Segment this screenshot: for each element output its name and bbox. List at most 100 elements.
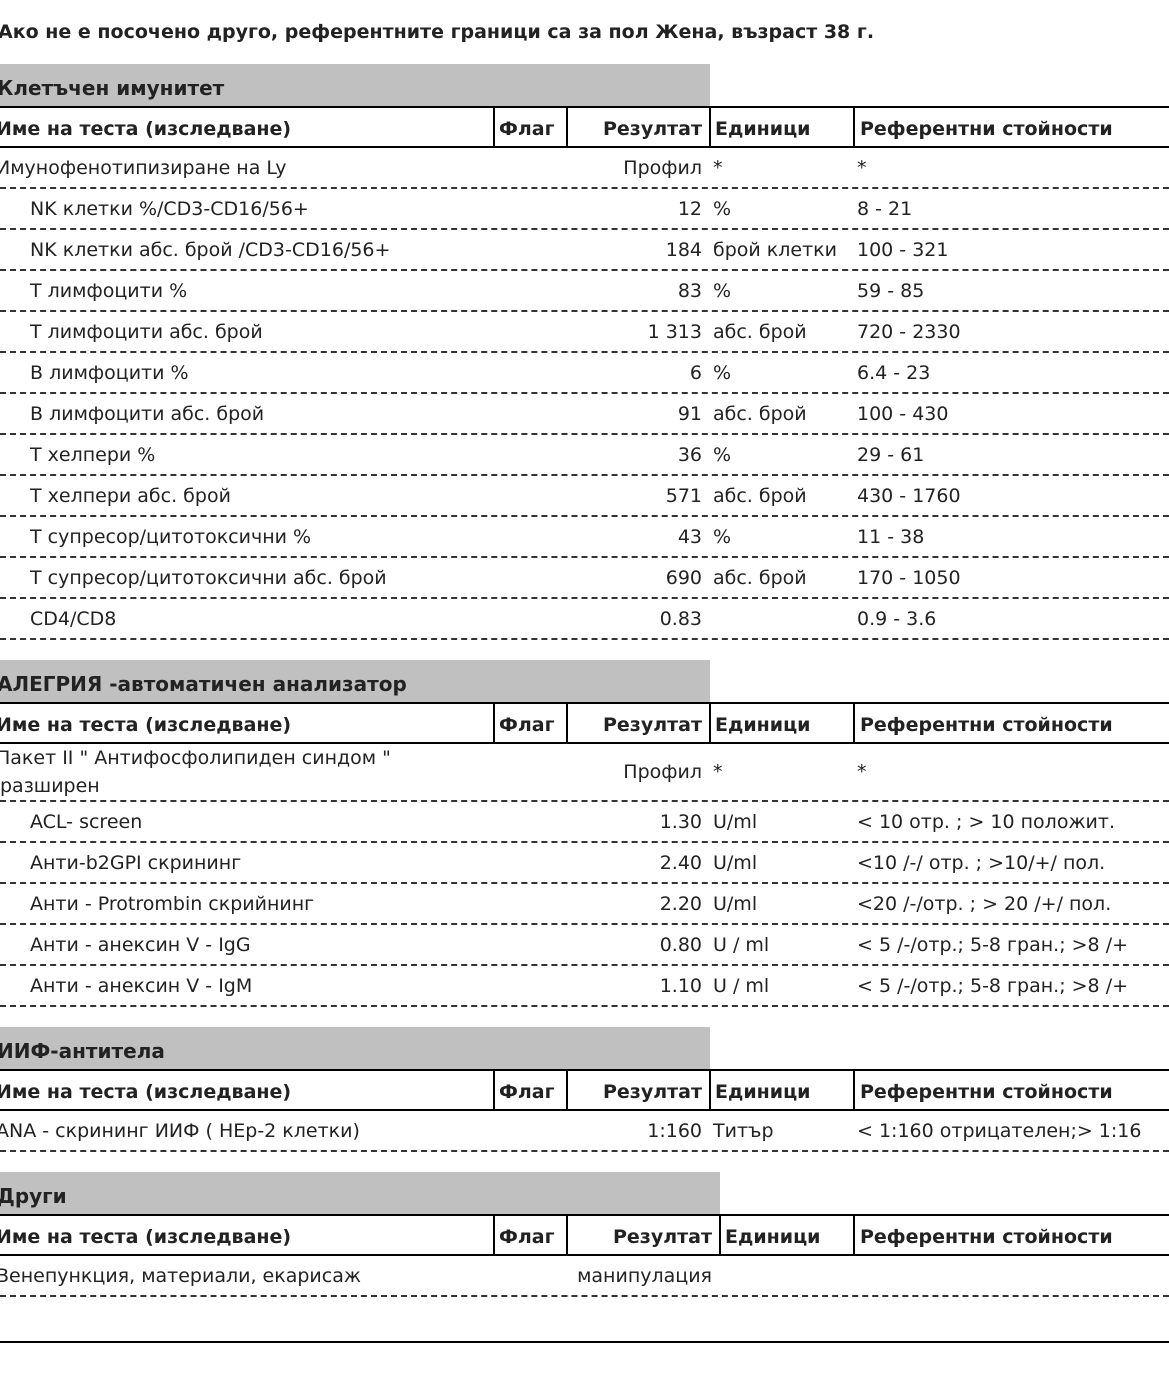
units: Титър — [713, 1119, 774, 1142]
section: АЛЕГРИЯ -автоматичен анализатор Име на те… — [0, 660, 1169, 1007]
units: абс. брой — [713, 402, 807, 425]
reference: 11 - 38 — [857, 525, 925, 548]
test-name: NK клетки абс. брой /CD3-CD16/56+ — [30, 238, 391, 261]
table-row: NK клетки %/CD3-CD16/56+ 12% 8 - 21 — [0, 189, 1169, 230]
reference: 59 - 85 — [857, 279, 925, 302]
table-row: Анти - анексин V - IgM 1.10 U / ml < 5 /-/о… — [0, 966, 1169, 1007]
sections: Клетъчен имунитет Име на теста (изследван… — [0, 64, 1169, 1297]
result: 36 — [677, 443, 702, 466]
result: 43 — [677, 525, 702, 548]
result: 1.30 — [659, 810, 702, 833]
table-row: T хелпери % 36% 29 - 61 — [0, 435, 1169, 476]
units: % — [713, 279, 732, 302]
column-header: Флаг — [493, 1071, 566, 1109]
reference: < 5 /-/отр.; 5-8 гран.; >8 /+ — [857, 933, 1129, 956]
result: 83 — [677, 279, 702, 302]
column-header: Референтни стойности — [853, 1216, 1169, 1254]
column-header: Име на теста (изследване) — [0, 714, 292, 736]
result: 1.10 — [659, 974, 702, 997]
result: 91 — [677, 402, 702, 425]
result: 6 — [689, 361, 702, 384]
table-row: ANA - скрининг ИИФ ( HEp-2 клетки) 1:160 Т… — [0, 1111, 1169, 1152]
units: U/ml — [713, 810, 758, 833]
column-header: Единици — [709, 704, 853, 742]
table-row: Анти - Protrombin скрийнинг 2.20 U/ml <20 /… — [0, 884, 1169, 925]
table-header: Име на теста (изследване) Флаг Резултат Еди… — [0, 1069, 1169, 1111]
reference: 0.9 - 3.6 — [857, 607, 937, 630]
reference: 8 - 21 — [857, 197, 913, 220]
section: Други Име на теста (изследване) Флаг Резулт… — [0, 1172, 1169, 1297]
section: ИИФ-антитела Име на теста (изследване) Фла… — [0, 1027, 1169, 1152]
test-name: CD4/CD8 — [30, 607, 117, 630]
column-header: Референтни стойности — [853, 1071, 1169, 1109]
reference: 170 - 1050 — [857, 566, 961, 589]
result: 1:160 — [647, 1119, 702, 1142]
reference: 100 - 321 — [857, 238, 949, 261]
result: 184 — [665, 238, 702, 261]
column-header: Име на теста (изследване) — [0, 1081, 292, 1103]
column-header: Флаг — [493, 1216, 566, 1254]
test-name: NK клетки %/CD3-CD16/56+ — [30, 197, 309, 220]
test-name: Венепункция, материали, екарисаж — [0, 1264, 361, 1287]
table-row: CD4/CD8 0.83 0.9 - 3.6 — [0, 599, 1169, 640]
end-line — [0, 1341, 1169, 1343]
table-row: T лимфоцити абс. брой 1 313 абс. брой 720 -… — [0, 312, 1169, 353]
result: 0.80 — [659, 933, 702, 956]
result: 571 — [665, 484, 702, 507]
column-header: Име на теста (изследване) — [0, 1226, 292, 1248]
table-row: NK клетки абс. брой /CD3-CD16/56+ 184 брой… — [0, 230, 1169, 271]
reference: 720 - 2330 — [857, 320, 961, 343]
units: U/ml — [713, 892, 758, 915]
note: Ако не е посочено друго, референтните гр… — [0, 21, 875, 43]
reference: < 10 отр. ; > 10 положит. — [857, 810, 1116, 833]
result: 2.40 — [659, 851, 702, 874]
table-header: Име на теста (изследване) Флаг Резултат Еди… — [0, 106, 1169, 148]
table-row: ACL- screen 1.30 U/ml < 10 отр. ; > 10 поло… — [0, 802, 1169, 843]
units: % — [713, 443, 732, 466]
table-row: T лимфоцити % 83% 59 - 85 — [0, 271, 1169, 312]
table-row: Имунофенотипизиране на Ly Профил * * — [0, 148, 1169, 189]
reference: * — [857, 761, 867, 783]
table-row: B лимфоцити абс. брой 91 абс. брой 100 - 43… — [0, 394, 1169, 435]
units: % — [713, 197, 732, 220]
section-title: Други — [0, 1172, 720, 1214]
reference: < 5 /-/отр.; 5-8 гран.; >8 /+ — [857, 974, 1129, 997]
column-header: Име на теста (изследване) — [0, 118, 292, 140]
result: манипулация — [577, 1264, 712, 1287]
test-name: ACL- screen — [30, 810, 143, 833]
units: брой клетки — [713, 238, 837, 261]
section-title: ИИФ-антитела — [0, 1027, 710, 1069]
test-name: Анти-b2GPI скрининг — [30, 851, 242, 874]
reference: 430 - 1760 — [857, 484, 961, 507]
reference: 6.4 - 23 — [857, 361, 931, 384]
test-name: T супресор/цитотоксични абс. брой — [30, 566, 387, 589]
units: абс. брой — [713, 566, 807, 589]
table-row: Пакет II " Антифосфолипиден синдом " раз… — [0, 744, 1169, 802]
column-header: Единици — [719, 1216, 853, 1254]
table-row: T хелпери абс. брой 571 абс. брой 430 - 176… — [0, 476, 1169, 517]
test-name: Анти - Protrombin скрийнинг — [30, 892, 315, 915]
table-row: Анти-b2GPI скрининг 2.40 U/ml <10 /-/ отр. … — [0, 843, 1169, 884]
test-name: Анти - анексин V - IgM — [30, 974, 253, 997]
units: U / ml — [713, 974, 770, 997]
result: Профил — [623, 761, 702, 783]
units: % — [713, 525, 732, 548]
test-name: B лимфоцити % — [30, 361, 189, 384]
result: 1 313 — [647, 320, 702, 343]
table-header: Име на теста (изследване) Флаг Резултат Еди… — [0, 702, 1169, 744]
units: U/ml — [713, 851, 758, 874]
reference: * — [857, 156, 867, 179]
test-name: T лимфоцити % — [30, 279, 188, 302]
column-header: Референтни стойности — [853, 704, 1169, 742]
table-header: Име на теста (изследване) Флаг Резултат Еди… — [0, 1214, 1169, 1256]
table-row: Анти - анексин V - IgG 0.80 U / ml < 5 /-/о… — [0, 925, 1169, 966]
column-header: Флаг — [493, 108, 566, 146]
test-name: Пакет II " Антифосфолипиден синдом " раз… — [0, 747, 391, 797]
test-name: Анти - анексин V - IgG — [30, 933, 251, 956]
test-name: B лимфоцити абс. брой — [30, 402, 265, 425]
column-header: Единици — [709, 1071, 853, 1109]
reference: < 1:160 отрицателен;> 1:16 — [857, 1119, 1142, 1142]
result: Профил — [623, 156, 702, 179]
column-header: Флаг — [493, 704, 566, 742]
